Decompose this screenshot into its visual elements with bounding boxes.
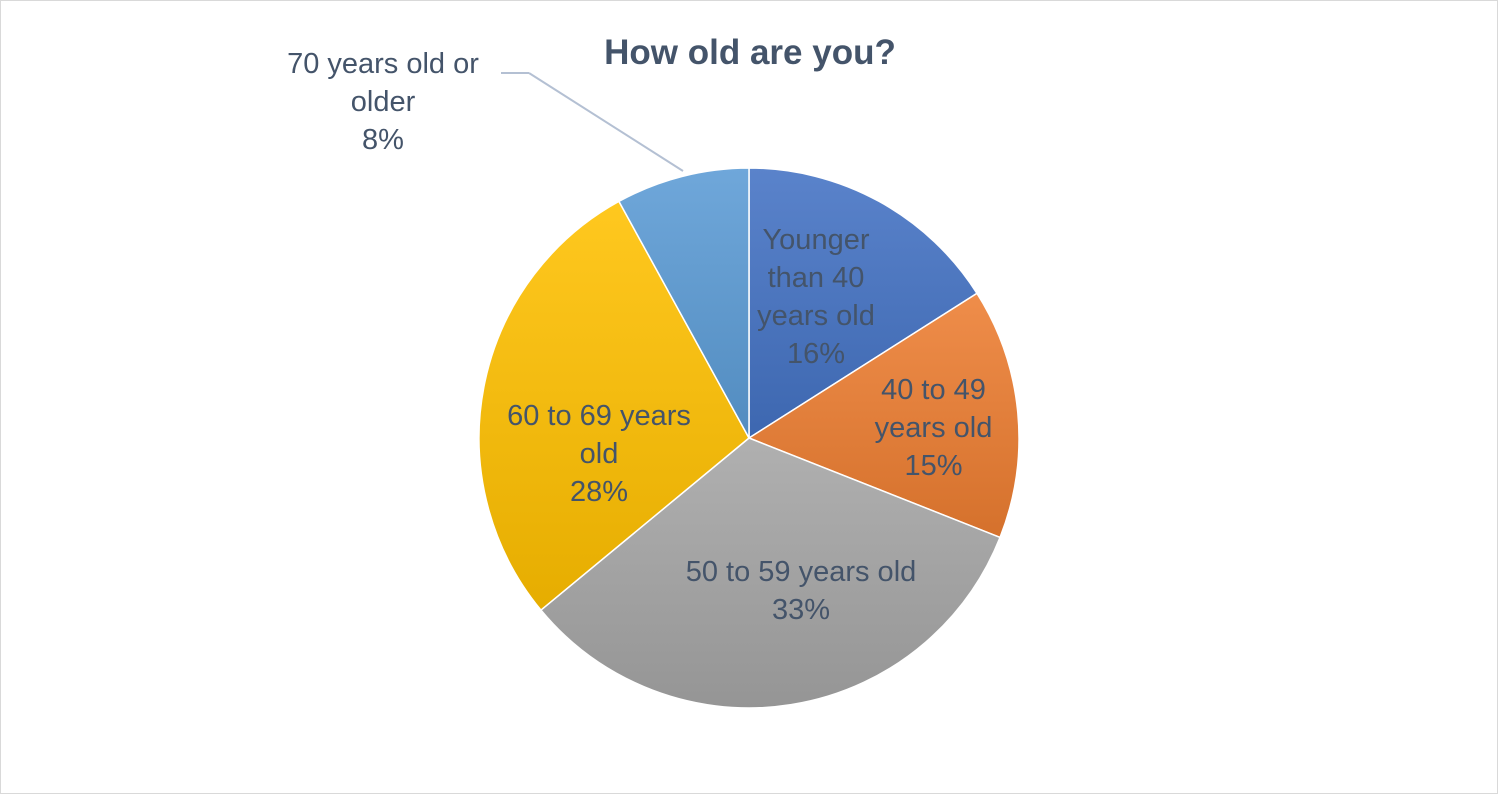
leader-line [528, 72, 684, 172]
slice-label-60-to-69: 60 to 69 years old 28% [484, 397, 714, 511]
slice-percent: 33% [771, 594, 831, 626]
pie-slice-70-years-old-or-older [617, 167, 750, 439]
pie-slice-younger-than-40-years-old [748, 167, 979, 440]
slice-category: 40 to 49 years old [874, 374, 993, 444]
slice-category: 60 to 69 years old [507, 400, 691, 470]
slice-label-50-to-59: 50 to 59 years old 33% [651, 553, 951, 629]
pie-slice-40-to-49-years-old [747, 292, 1020, 539]
pie-slice-50-to-59-years-old [539, 437, 1002, 709]
slice-category: 50 to 59 years old [685, 556, 917, 588]
slice-percent: 28% [569, 476, 629, 508]
slice-percent: 16% [786, 338, 846, 370]
slice-category: 70 years old or older [287, 48, 479, 118]
slice-percent: 8% [362, 124, 404, 156]
slice-label-70-or-older: 70 years old or older 8% [263, 45, 503, 159]
slice-percent: 15% [904, 450, 963, 482]
pie-slices [478, 167, 1020, 709]
chart-title: How old are you? [604, 33, 896, 72]
slice-label-40-to-49: 40 to 49 years old 15% [856, 371, 1011, 485]
pie-slice-60-to-69-years-old [478, 200, 750, 612]
slice-label-younger-than-40: Younger than 40 years old 16% [731, 221, 901, 373]
slice-category: Younger than 40 years old [757, 224, 875, 332]
